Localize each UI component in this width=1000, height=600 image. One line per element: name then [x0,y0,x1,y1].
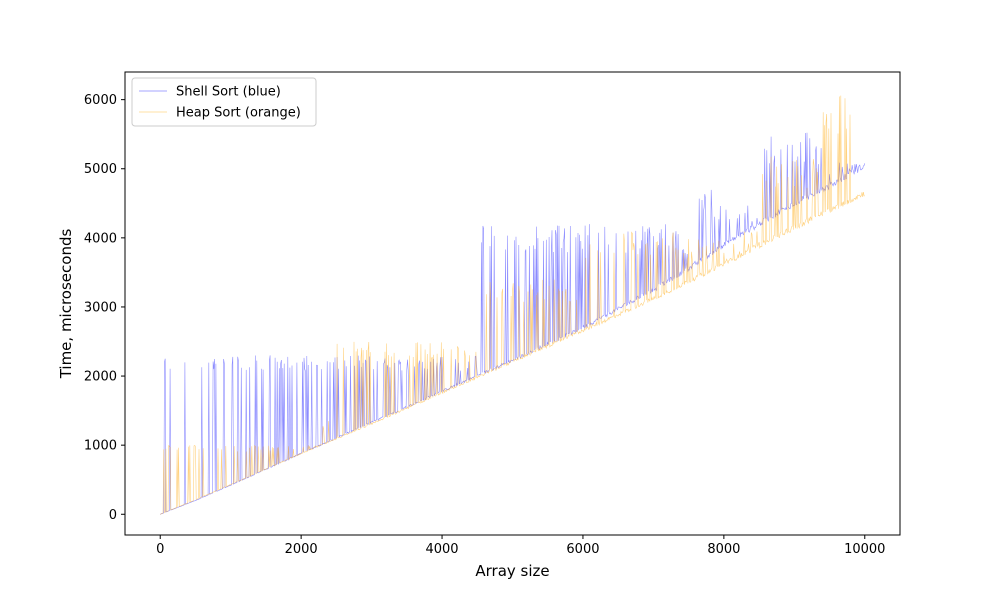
plot-frame [124,71,901,536]
x-tick-label: 10000 [844,542,885,557]
legend-label-shell-sort: Shell Sort (blue) [176,85,281,100]
y-tick-label: 5000 [84,162,117,177]
y-tick-label: 4000 [84,231,117,246]
y-tick-label: 3000 [84,300,117,315]
x-tick-label: 4000 [425,542,458,557]
axis-ticks: 0 2000 4000 6000 8000 10000 0 1000 2000 3000 4000 5… [84,93,886,557]
y-tick-label: 0 [109,508,117,523]
x-tick-label: 0 [156,542,164,557]
x-tick-label: 8000 [707,542,740,557]
y-tick-label: 1000 [84,439,117,454]
x-tick-label: 2000 [285,542,318,557]
legend-label-heap-sort: Heap Sort (orange) [176,106,301,121]
x-axis-label: Array size [475,562,549,580]
y-tick-label: 2000 [84,370,117,385]
y-axis-label: Time, microseconds [57,229,75,380]
legend: Shell Sort (blue) Heap Sort (orange) [131,77,317,127]
legend-box [131,77,317,127]
plot-series-layer [160,95,866,515]
series-line-shell-sort [160,132,866,515]
x-tick-label: 6000 [566,542,599,557]
y-tick-label: 6000 [84,93,117,108]
series-line-heap-sort [160,95,865,515]
